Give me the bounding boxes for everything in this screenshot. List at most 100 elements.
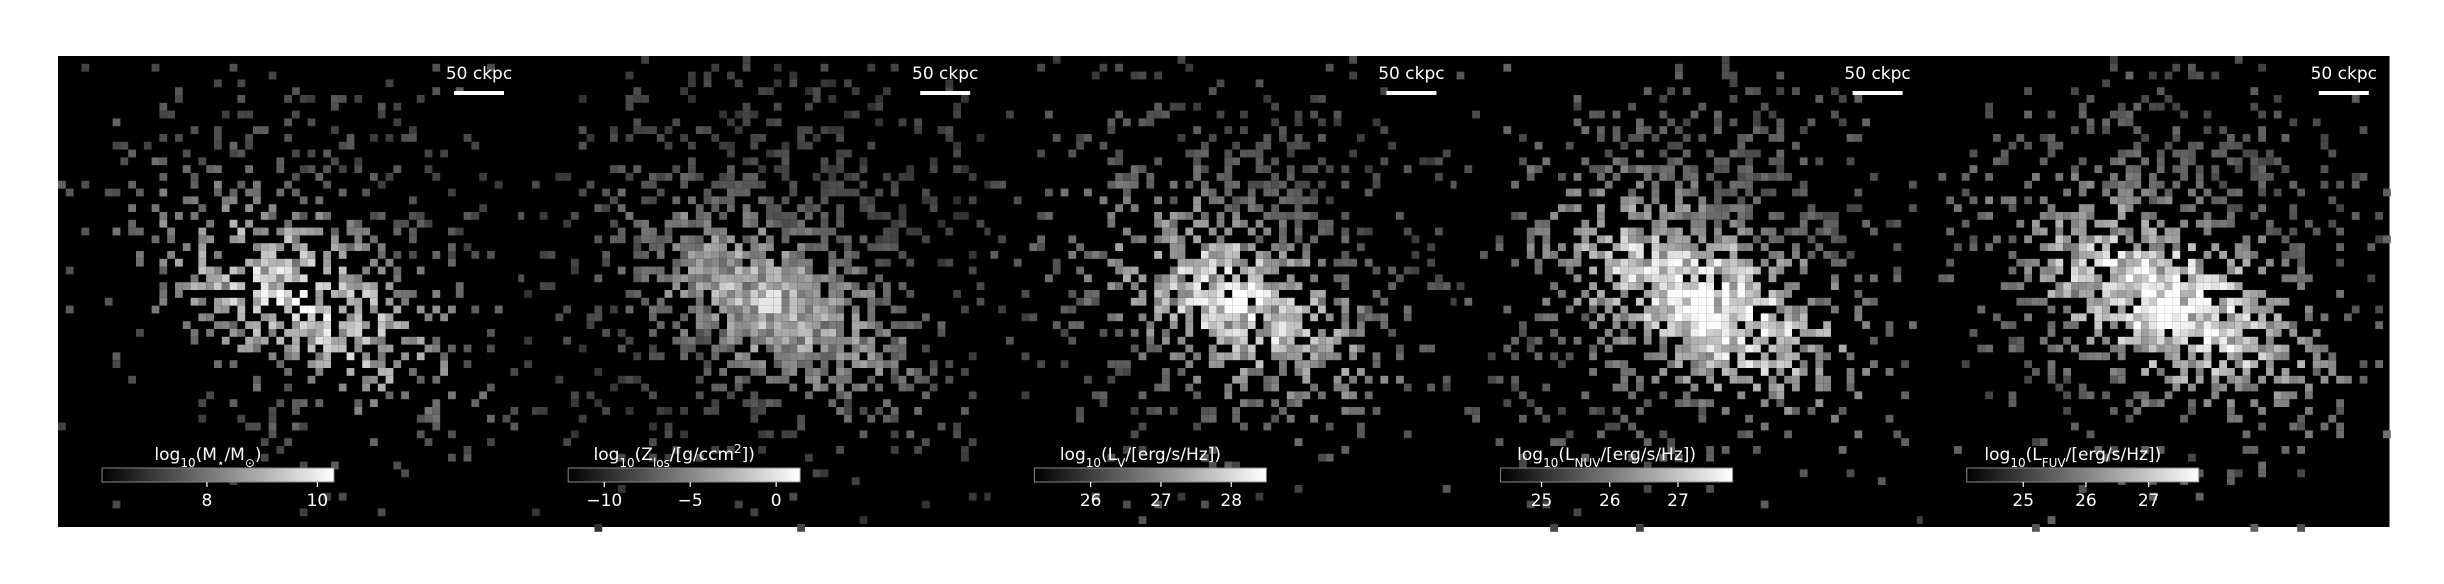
map-pixel: [2266, 344, 2274, 353]
map-pixel: [260, 290, 269, 298]
map-pixel: [1450, 180, 1459, 189]
map-pixel: [1558, 336, 1566, 345]
map-pixel: [742, 110, 751, 119]
map-pixel: [2180, 375, 2188, 384]
map-pixel: [1870, 173, 1878, 181]
map-pixel: [1753, 196, 1761, 205]
map-pixel: [2125, 196, 2134, 205]
map-pixel: [1946, 274, 1954, 283]
map-pixel: [789, 219, 798, 228]
map-pixel: [851, 266, 860, 275]
map-pixel: [2110, 110, 2118, 119]
map-pixel: [463, 453, 472, 462]
map-pixel: [649, 352, 657, 361]
map-pixel: [2133, 266, 2142, 275]
map-pixel: [953, 290, 961, 298]
map-pixel: [1690, 266, 1699, 275]
map-pixel: [1107, 453, 1116, 462]
map-pixel: [2086, 391, 2095, 400]
map-pixel: [401, 352, 409, 361]
map-pixel: [1760, 102, 1769, 111]
map-pixel: [1651, 266, 1660, 275]
map-pixel: [672, 165, 681, 173]
map-pixel: [1597, 173, 1605, 181]
map-pixel: [1271, 157, 1279, 166]
map-pixel: [2032, 524, 2040, 532]
map-pixel: [2211, 313, 2220, 322]
map-pixel: [711, 352, 720, 361]
map-pixel: [625, 95, 634, 103]
map-pixel: [307, 321, 316, 329]
map-pixel: [494, 305, 503, 314]
map-pixel: [781, 141, 790, 150]
map-pixel: [2203, 251, 2212, 259]
map-pixel: [2141, 227, 2149, 236]
map-pixel: [1123, 227, 1131, 236]
map-pixel: [1807, 235, 1816, 244]
map-pixel: [773, 360, 782, 368]
map-pixel: [773, 165, 782, 173]
map-pixel: [1138, 71, 1147, 80]
map-pixel: [471, 251, 480, 259]
map-pixel: [253, 344, 261, 353]
map-pixel: [883, 282, 891, 290]
map-pixel: [820, 196, 829, 205]
map-pixel: [1799, 469, 1808, 478]
map-pixel: [159, 157, 168, 166]
map-pixel: [1099, 141, 1108, 150]
map-pixel: [1162, 290, 1170, 298]
map-pixel: [1612, 266, 1621, 275]
map-pixel: [695, 219, 704, 228]
map-pixel: [1472, 407, 1480, 415]
map-pixel: [766, 305, 774, 314]
map-pixel: [781, 251, 790, 259]
map-pixel: [2227, 414, 2235, 423]
map-pixel: [2242, 336, 2251, 345]
map-pixel: [2203, 352, 2212, 361]
map-pixel: [448, 305, 456, 314]
map-pixel: [260, 453, 269, 462]
map-pixel: [190, 126, 199, 134]
map-pixel: [578, 141, 587, 150]
map-pixel: [2211, 282, 2220, 290]
map-pixel: [859, 360, 868, 368]
map-pixel: [2234, 336, 2243, 345]
map-pixel: [711, 134, 720, 142]
map-pixel: [2102, 336, 2110, 345]
map-pixel: [1745, 344, 1753, 353]
map-pixel: [610, 165, 618, 173]
map-pixel: [1318, 290, 1326, 298]
map-pixel: [2149, 360, 2157, 368]
map-pixel: [1519, 157, 1527, 166]
map-pixel: [563, 336, 571, 345]
map-pixel: [198, 227, 207, 236]
map-pixel: [1247, 274, 1256, 283]
map-pixel: [805, 297, 813, 306]
map-pixel: [1224, 157, 1233, 166]
map-pixel: [1643, 329, 1652, 337]
map-pixel: [719, 368, 727, 376]
map-pixel: [151, 305, 160, 314]
map-pixel: [688, 95, 696, 103]
map-pixel: [867, 352, 876, 361]
map-pixel: [1620, 368, 1629, 376]
map-pixel: [1643, 258, 1652, 267]
map-pixel: [1185, 180, 1194, 189]
map-pixel: [1698, 266, 1707, 275]
map-pixel: [602, 188, 610, 197]
map-pixel: [206, 235, 214, 244]
map-pixel: [1667, 227, 1675, 236]
map-pixel: [633, 126, 642, 134]
map-pixel: [797, 344, 805, 353]
map-pixel: [362, 282, 370, 290]
map-pixel: [2195, 375, 2204, 384]
map-pixel: [1807, 344, 1816, 353]
map-pixel: [797, 305, 805, 314]
map-pixel: [424, 407, 433, 415]
map-pixel: [2008, 196, 2017, 205]
map-pixel: [385, 282, 394, 290]
map-pixel: [750, 157, 759, 166]
map-pixel: [1403, 165, 1412, 173]
map-pixel: [2133, 305, 2142, 314]
map-pixel: [2024, 110, 2032, 119]
